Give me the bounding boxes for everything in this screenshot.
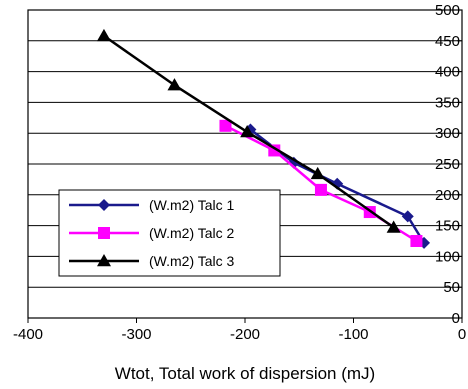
y-tick-label: 250 xyxy=(435,156,460,173)
series-3 xyxy=(96,28,401,233)
series-layer xyxy=(96,28,431,249)
x-tick-label: -200 xyxy=(230,326,260,343)
x-tick-label: -100 xyxy=(338,326,368,343)
data-point xyxy=(386,220,401,233)
x-tick-label: 0 xyxy=(458,326,466,343)
legend-item: (W.m2) Talc 3 xyxy=(69,253,235,269)
y-tick-label: 450 xyxy=(435,33,460,50)
data-point xyxy=(401,210,414,223)
tick-layer: 0 50 100 150 200 250 300 350 400 450 500 -400 -300 -2… xyxy=(13,2,466,343)
data-point xyxy=(240,124,255,138)
legend-label: (W.m2) Talc 1 xyxy=(149,197,235,213)
legend-marker xyxy=(97,254,111,267)
data-point xyxy=(410,235,423,247)
legend-label: (W.m2) Talc 2 xyxy=(149,225,235,241)
legend-item: (W.m2) Talc 2 xyxy=(69,225,235,241)
legend-marker xyxy=(98,199,110,211)
y-tick-label: 50 xyxy=(443,279,460,296)
legend-item: (W.m2) Talc 1 xyxy=(69,197,235,213)
y-tick-label: 300 xyxy=(435,125,460,142)
y-tick-label: 150 xyxy=(435,218,460,235)
legend-marker xyxy=(98,227,110,239)
legend-label: (W.m2) Talc 3 xyxy=(149,253,235,269)
data-point xyxy=(96,28,111,42)
x-axis-title: Wtot, Total work of dispersion (mJ) xyxy=(115,364,375,383)
y-tick-label: 400 xyxy=(435,64,460,81)
y-tick-label: 500 xyxy=(435,2,460,19)
data-point xyxy=(167,78,182,91)
legend: (W.m2) Talc 1 (W.m2) Talc 2 (W.m2) Talc 3 xyxy=(58,189,281,277)
y-tick-label: 0 xyxy=(452,310,460,327)
data-point xyxy=(310,166,325,180)
data-point xyxy=(219,119,232,132)
y-tick-label: 350 xyxy=(435,94,460,111)
y-tick-label: 100 xyxy=(435,248,460,265)
x-tick-label: -300 xyxy=(121,326,151,343)
y-tick-label: 200 xyxy=(435,187,460,204)
x-tick-label: -400 xyxy=(13,326,43,343)
data-point xyxy=(314,183,327,196)
